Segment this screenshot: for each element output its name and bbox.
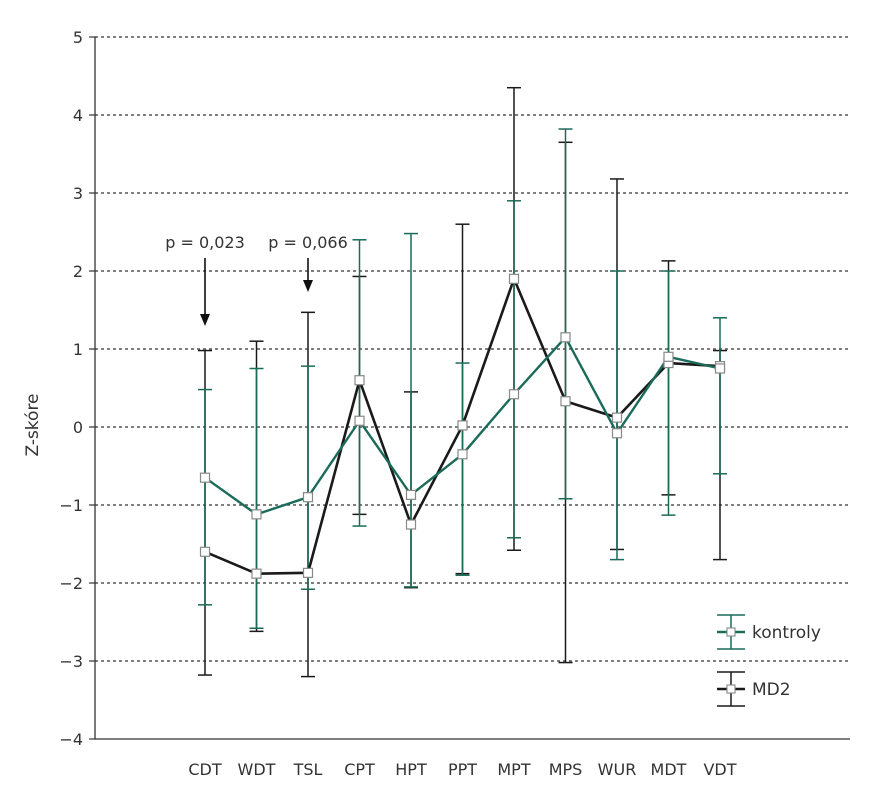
data-point-kontroly xyxy=(714,363,726,374)
x-tick-label: PPT xyxy=(448,760,477,779)
y-tick-label: 0 xyxy=(73,418,83,437)
data-point-kontroly xyxy=(354,415,365,426)
error-bar-kontroly xyxy=(404,232,418,588)
x-tick-label: WDT xyxy=(238,760,276,779)
error-bar-kontroly xyxy=(301,365,315,590)
data-point-md2 xyxy=(560,396,571,407)
data-point-md2 xyxy=(199,546,211,557)
legend-marker xyxy=(726,627,736,637)
data-point-md2 xyxy=(457,420,468,431)
annotations: p = 0,023 p = 0,066 xyxy=(165,233,348,326)
error-bar-kontroly xyxy=(455,362,470,576)
y-tick-label: 2 xyxy=(73,262,83,281)
legend-marker xyxy=(726,684,736,694)
x-tick-label: MDT xyxy=(651,760,687,779)
data-point-kontroly xyxy=(302,492,314,503)
data-point-kontroly xyxy=(663,351,674,362)
y-tick-label: −2 xyxy=(59,574,83,593)
data-point-md2 xyxy=(354,375,365,386)
data-point-md2 xyxy=(405,519,417,530)
error-bar-kontroly xyxy=(661,270,676,516)
gridlines xyxy=(95,36,850,662)
y-tick-label: 1 xyxy=(73,340,83,359)
series-points xyxy=(199,273,726,579)
annotation-arrow-head xyxy=(303,280,313,292)
x-tick-label: MPT xyxy=(497,760,530,779)
legend-label: MD2 xyxy=(752,680,791,700)
error-bars xyxy=(198,86,727,678)
data-point-kontroly xyxy=(251,509,262,520)
x-tick-label: VDT xyxy=(703,760,736,779)
data-point-md2 xyxy=(611,412,623,423)
data-point-kontroly xyxy=(457,449,468,460)
data-point-md2 xyxy=(508,273,520,284)
annotation: p = 0,023 xyxy=(165,233,245,326)
data-point-kontroly xyxy=(199,472,211,483)
error-bar-kontroly xyxy=(198,388,212,606)
data-point-kontroly xyxy=(611,428,623,439)
data-point-kontroly xyxy=(508,389,520,400)
error-bar-kontroly xyxy=(558,128,573,500)
legend-label: kontroly xyxy=(752,623,821,643)
x-tick-label: CPT xyxy=(344,760,375,779)
y-tick-label: −1 xyxy=(59,496,83,515)
error-bar-kontroly xyxy=(507,200,521,539)
x-tick-label: WUR xyxy=(598,760,637,779)
annotation-arrow-head xyxy=(200,314,210,326)
x-tick-label: HPT xyxy=(395,760,427,779)
axes: 5 4 3 2 1 0 −1 −2 −3 −4 CDT WDT TSL CPT HPT PPT MPT MPS WU… xyxy=(59,28,850,779)
y-tick-label: 5 xyxy=(73,28,83,47)
legend-item-md2: MD2 xyxy=(717,671,791,707)
data-point-kontroly xyxy=(405,489,417,500)
x-tick-label: MPS xyxy=(549,760,583,779)
y-tick-label: −4 xyxy=(59,730,83,749)
data-point-md2 xyxy=(302,567,314,578)
error-bar-kontroly xyxy=(249,367,264,629)
y-axis-label: Z-skóre xyxy=(23,393,43,456)
legend: kontroly MD2 xyxy=(717,614,821,707)
error-bar-kontroly xyxy=(713,317,727,475)
data-point-md2 xyxy=(251,568,262,579)
data-point-kontroly xyxy=(560,332,571,343)
x-tick-label: TSL xyxy=(293,760,323,779)
annotation-label: p = 0,066 xyxy=(268,233,348,252)
legend-item-kontroly: kontroly xyxy=(717,614,821,650)
y-tick-label: 3 xyxy=(73,184,83,203)
annotation-label: p = 0,023 xyxy=(165,233,245,252)
y-tick-label: −3 xyxy=(59,652,83,671)
y-tick-label: 4 xyxy=(73,106,83,125)
x-tick-label: CDT xyxy=(188,760,221,779)
annotation: p = 0,066 xyxy=(268,233,348,292)
